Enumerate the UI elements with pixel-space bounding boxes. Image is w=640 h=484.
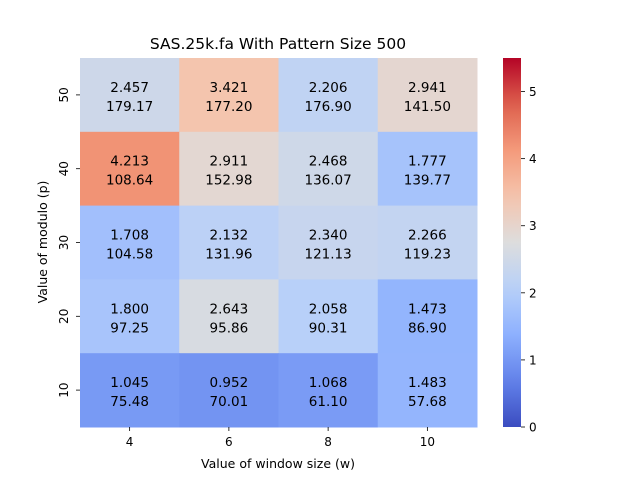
heatmap-cell — [278, 205, 379, 280]
x-tick-label: 6 — [225, 435, 233, 449]
y-tick-label: 10 — [57, 382, 71, 397]
cell-value-label: 2.941 — [408, 80, 447, 96]
x-tick-label: 10 — [420, 435, 435, 449]
colorbar-gradient — [503, 58, 521, 427]
colorbar-tick-label: 2 — [529, 286, 537, 300]
heatmap-cell — [80, 131, 180, 207]
cell-secondary-label: 90.31 — [309, 320, 348, 336]
cell-value-label: 4.213 — [110, 154, 149, 170]
heatmap-cell — [80, 58, 180, 133]
cell-value-label: 1.045 — [110, 375, 149, 391]
heatmap-cell — [179, 279, 279, 354]
x-axis-ticks: 4 6 8 10 — [126, 427, 435, 449]
cell-secondary-label: 108.64 — [106, 173, 153, 189]
heatmap-cell — [80, 353, 180, 428]
cell-value-label: 2.457 — [110, 80, 149, 96]
cell-value-label: 1.068 — [309, 375, 348, 391]
cell-value-label: 2.132 — [210, 228, 249, 244]
heatmap-cell — [278, 58, 379, 133]
heatmap-cell — [278, 131, 379, 207]
heatmap-cell — [179, 353, 279, 428]
cell-value-label: 2.206 — [309, 80, 348, 96]
chart-title: SAS.25k.fa With Pattern Size 500 — [150, 35, 406, 53]
cell-secondary-label: 70.01 — [210, 394, 249, 410]
cell-value-label: 1.473 — [408, 301, 447, 317]
heatmap-cell — [377, 58, 478, 133]
cell-secondary-label: 104.58 — [106, 247, 153, 263]
cell-secondary-label: 141.50 — [404, 99, 451, 115]
heatmap-cell — [377, 353, 478, 428]
y-tick-label: 50 — [57, 87, 71, 102]
cell-secondary-label: 121.13 — [305, 247, 352, 263]
cell-value-label: 2.468 — [309, 154, 348, 170]
heatmap-cell — [377, 279, 478, 354]
cell-secondary-label: 61.10 — [309, 394, 348, 410]
heatmap-cell — [179, 205, 279, 280]
cell-secondary-label: 75.48 — [110, 394, 149, 410]
cell-value-label: 1.708 — [110, 228, 149, 244]
cell-value-label: 1.800 — [110, 301, 149, 317]
cell-value-label: 2.643 — [210, 301, 249, 317]
cell-value-label: 1.483 — [408, 375, 447, 391]
heatmap-cell — [278, 279, 379, 354]
y-axis-ticks: 50 40 30 20 10 — [57, 87, 80, 398]
cell-secondary-label: 179.17 — [106, 99, 153, 115]
cell-secondary-label: 86.90 — [408, 320, 447, 336]
x-tick-label: 4 — [126, 435, 134, 449]
cell-value-label: 0.952 — [210, 375, 249, 391]
colorbar-tick-label: 3 — [529, 219, 537, 233]
cell-value-label: 2.911 — [210, 154, 249, 170]
cell-secondary-label: 136.07 — [305, 173, 352, 189]
heatmap-cell — [278, 353, 379, 428]
cell-secondary-label: 57.68 — [408, 394, 447, 410]
cell-secondary-label: 131.96 — [205, 247, 252, 263]
y-tick-label: 30 — [57, 235, 71, 250]
heatmap-cell — [377, 205, 478, 280]
heatmap-cell — [80, 205, 180, 280]
cell-secondary-label: 95.86 — [210, 320, 249, 336]
y-tick-label: 20 — [57, 309, 71, 324]
cell-secondary-label: 139.77 — [404, 173, 451, 189]
heatmap-cell — [179, 58, 279, 133]
x-tick-label: 8 — [324, 435, 332, 449]
heatmap-cell — [179, 131, 279, 207]
cell-value-label: 2.266 — [408, 228, 447, 244]
cell-secondary-label: 97.25 — [110, 320, 149, 336]
cell-value-label: 3.421 — [210, 80, 249, 96]
y-axis-label: Value of modulo (p) — [35, 181, 50, 304]
y-tick-label: 40 — [57, 161, 71, 176]
colorbar-tick-label: 0 — [529, 421, 537, 435]
colorbar: 0 1 2 3 4 5 — [503, 58, 537, 435]
colorbar-tick-label: 1 — [529, 353, 537, 367]
colorbar-tick-label: 4 — [529, 152, 537, 166]
cell-secondary-label: 177.20 — [205, 99, 252, 115]
cell-value-label: 2.340 — [309, 228, 348, 244]
cell-secondary-label: 176.90 — [305, 99, 352, 115]
cell-value-label: 2.058 — [309, 301, 348, 317]
x-axis-label: Value of window size (w) — [201, 456, 355, 471]
cell-value-label: 1.777 — [408, 154, 447, 170]
cell-secondary-label: 152.98 — [205, 173, 252, 189]
heatmap-cell — [377, 131, 478, 207]
heatmap-cell — [80, 279, 180, 354]
colorbar-tick-label: 5 — [529, 85, 537, 99]
heatmap-cells: 2.457 179.17 3.421 177.20 2.206 176.90 2.941 14… — [80, 58, 478, 428]
cell-secondary-label: 119.23 — [404, 247, 451, 263]
